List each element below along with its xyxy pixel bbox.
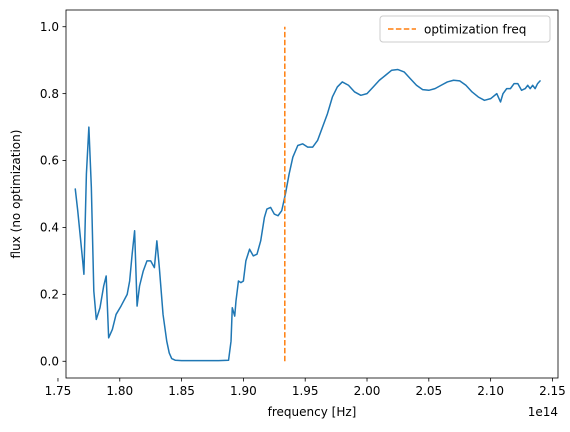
x-tick-label: 1.90	[230, 384, 257, 398]
x-tick-label: 1.95	[292, 384, 319, 398]
x-axis-offset-label: 1e14	[528, 405, 558, 419]
x-axis-label: frequency [Hz]	[268, 405, 357, 419]
y-tick-label: 0.2	[40, 288, 59, 302]
axes-frame	[65, 9, 559, 379]
x-tick-label: 1.80	[106, 384, 133, 398]
y-axis-ticks: 0.0 0.2 0.4 0.6 0.8 1.0	[40, 20, 66, 368]
legend-label-optimization-freq: optimization freq	[424, 22, 526, 36]
legend: optimization freq	[379, 15, 551, 43]
legend-box	[379, 15, 551, 43]
y-tick-label: 0.4	[40, 221, 59, 235]
x-tick-label: 2.15	[539, 384, 566, 398]
x-tick-label: 1.75	[45, 384, 72, 398]
y-tick-label: 0.6	[40, 154, 59, 168]
y-tick-label: 1.0	[40, 20, 59, 34]
y-tick-label: 0.8	[40, 87, 59, 101]
x-tick-label: 2.05	[415, 384, 442, 398]
x-tick-label: 1.85	[168, 384, 195, 398]
y-axis-label: flux (no optimization)	[9, 130, 23, 259]
x-tick-label: 2.00	[354, 384, 381, 398]
y-tick-label: 0.0	[40, 354, 59, 368]
x-tick-label: 2.10	[477, 384, 504, 398]
x-axis-ticks: 1.75 1.80 1.85 1.90 1.95 2.00 2.05 2.10 2.15	[45, 378, 566, 398]
series-line-flux	[74, 68, 541, 362]
series-layer	[74, 26, 541, 362]
